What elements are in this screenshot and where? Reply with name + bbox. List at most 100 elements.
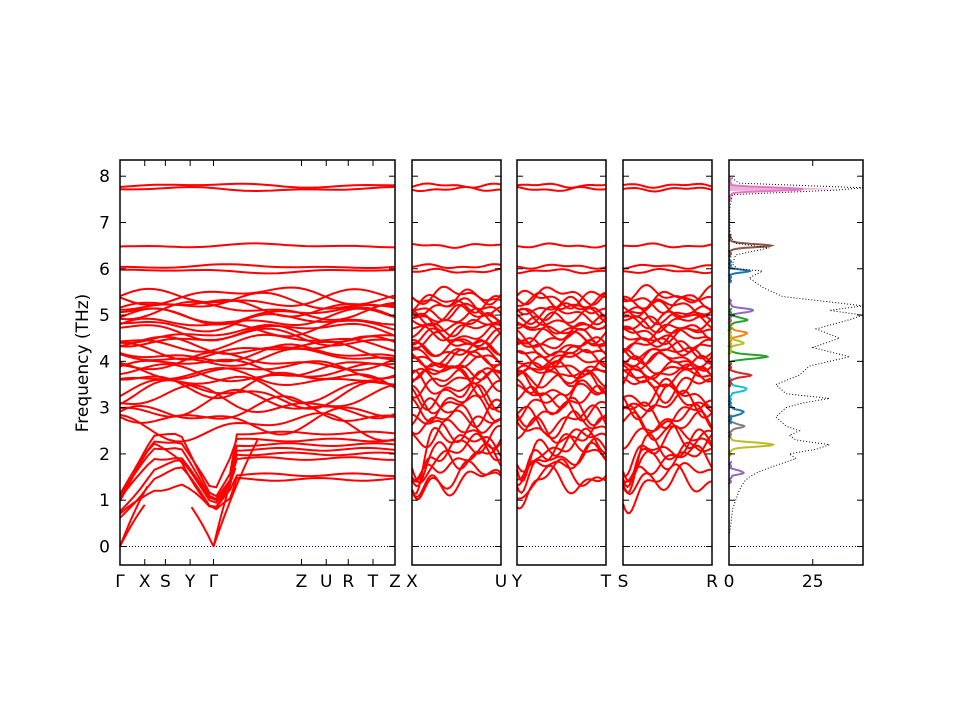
band-line	[516, 305, 607, 326]
y-tick-label: 2	[99, 445, 110, 465]
y-tick-label: 0	[99, 537, 110, 557]
y-tick-label: 1	[99, 491, 110, 511]
partial-dos-line	[727, 460, 745, 485]
band-line	[119, 456, 395, 513]
band-line	[119, 322, 396, 342]
band-line	[119, 300, 396, 322]
high-symmetry-label: S	[160, 572, 171, 592]
band-line	[119, 323, 396, 345]
band-line	[622, 298, 713, 318]
band-line	[516, 432, 607, 495]
band-line	[119, 333, 396, 353]
band-line	[119, 437, 396, 501]
band-line	[119, 442, 396, 501]
high-symmetry-label: Γ	[115, 572, 125, 592]
panel-frame	[622, 159, 713, 566]
band-line	[119, 306, 396, 326]
high-symmetry-label: Γ	[209, 572, 219, 592]
band-line	[411, 397, 502, 429]
panel-frame	[411, 159, 502, 566]
high-symmetry-label: S	[618, 572, 629, 592]
band-line	[411, 381, 502, 411]
band-line	[119, 395, 396, 425]
band-line	[119, 446, 396, 502]
band-line	[516, 415, 607, 444]
acoustic-branch	[212, 439, 259, 547]
y-tick-label: 4	[99, 352, 110, 372]
band-line	[119, 242, 396, 249]
high-symmetry-label: U	[495, 572, 507, 592]
band-line	[411, 368, 501, 399]
band-line	[119, 383, 396, 414]
band-line	[411, 267, 502, 274]
band-line	[516, 307, 607, 327]
y-tick-label: 7	[99, 213, 110, 233]
band-line	[411, 327, 502, 348]
band-line	[119, 362, 396, 383]
partial-dos-line	[727, 399, 745, 425]
band-line	[516, 182, 607, 189]
band-line	[516, 242, 607, 249]
band-line	[622, 389, 713, 421]
high-symmetry-label: U	[320, 572, 332, 592]
band-line	[516, 336, 607, 357]
band-line	[622, 368, 713, 388]
high-symmetry-label: X	[139, 572, 151, 592]
band-line	[516, 268, 607, 275]
band-line	[120, 263, 396, 269]
band-line	[411, 243, 502, 249]
high-symmetry-label: R	[706, 572, 718, 592]
band-line	[119, 182, 396, 189]
partial-dos-line	[727, 432, 776, 457]
dos-x-tick-label: 0	[724, 572, 735, 592]
high-symmetry-label: Y	[184, 572, 196, 592]
band-line	[119, 404, 396, 436]
band-line	[119, 185, 396, 193]
band-line	[516, 286, 607, 306]
partial-dos-line	[727, 330, 745, 356]
band-line	[622, 315, 713, 335]
band-line	[411, 350, 502, 369]
panel-frame	[728, 159, 864, 566]
partial-dos-line	[727, 344, 770, 369]
band-line	[516, 186, 607, 192]
band-line	[622, 347, 713, 368]
band-line	[119, 347, 396, 367]
band-line	[623, 242, 713, 249]
high-symmetry-label: Z	[296, 572, 308, 592]
band-line	[622, 377, 713, 409]
band-line	[412, 349, 502, 369]
band-line	[411, 330, 502, 351]
band-line	[516, 369, 607, 397]
y-tick-label: 6	[99, 260, 110, 280]
band-line	[119, 313, 396, 333]
band-line	[516, 404, 607, 436]
band-line	[411, 367, 502, 388]
band-line	[119, 388, 396, 420]
band-line	[411, 394, 502, 423]
band-line	[516, 263, 607, 270]
acoustic-branch	[190, 506, 215, 547]
band-line	[516, 345, 607, 365]
band-line	[622, 182, 713, 189]
panel-frame	[119, 159, 396, 566]
band-line	[119, 286, 396, 306]
band-line	[622, 268, 713, 275]
band-line	[119, 411, 396, 443]
band-line	[411, 404, 501, 436]
band-line	[622, 305, 713, 326]
y-tick-label: 5	[99, 306, 110, 326]
band-line	[119, 430, 396, 498]
band-line	[622, 441, 713, 483]
partial-dos-fill	[729, 185, 843, 192]
band-line	[411, 182, 502, 189]
band-line	[516, 458, 607, 510]
high-symmetry-label: Z	[389, 572, 401, 592]
panel-frame	[516, 159, 607, 566]
band-line	[622, 376, 713, 404]
band-line	[622, 420, 713, 450]
